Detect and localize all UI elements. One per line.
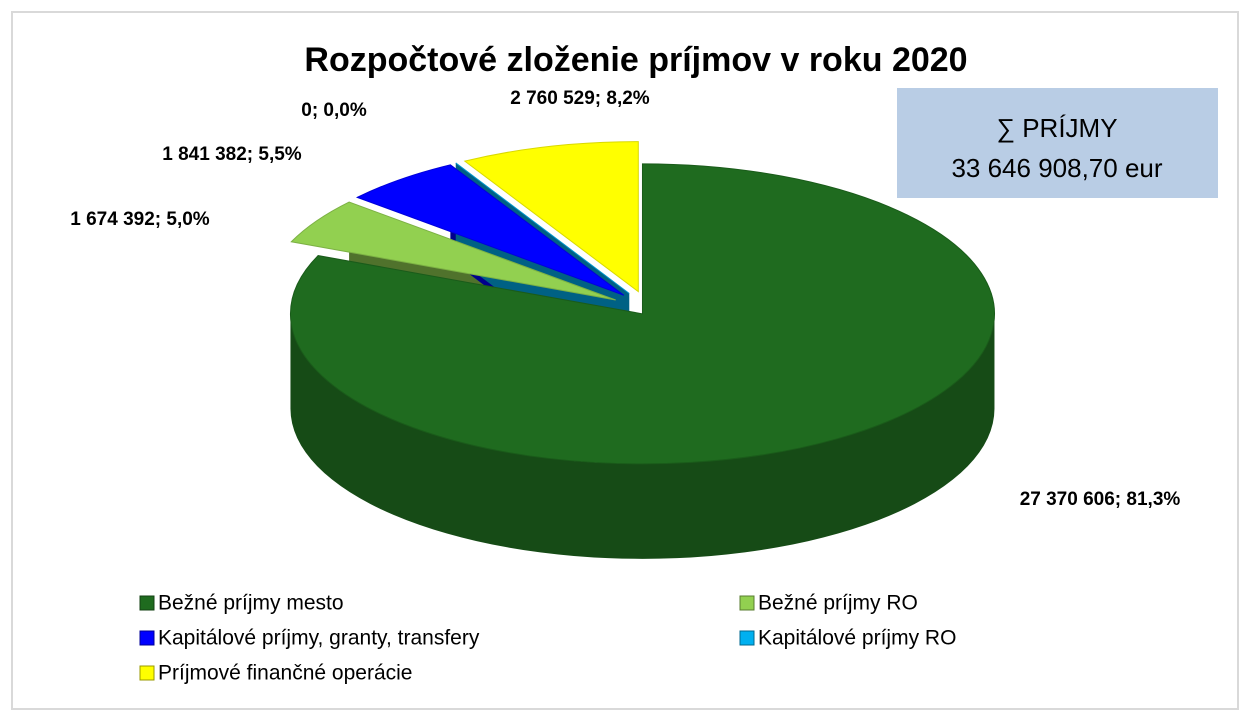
chart-title: Rozpočtové zloženie príjmov v roku 2020 [304, 41, 967, 79]
data-label: 0; 0,0% [301, 100, 367, 121]
legend-swatch [139, 630, 155, 646]
legend-label: Príjmové finančné operácie [158, 662, 412, 685]
sum-box [897, 88, 1218, 198]
legend-swatch [139, 665, 155, 681]
slice [289, 163, 995, 465]
sum-label: ∑ PRÍJMY [996, 113, 1117, 143]
slice [290, 201, 616, 301]
legend-label: Bežné príjmy RO [758, 592, 918, 615]
legend-swatch [139, 595, 155, 611]
data-label: 2 760 529; 8,2% [510, 88, 650, 109]
labels: 27 370 606; 81,3% 1 674 392; 5,0% 1 841 38… [70, 88, 1180, 510]
pie [289, 141, 995, 559]
legend-label: Kapitálové príjmy, granty, transfery [158, 627, 480, 650]
legend-label: Kapitálové príjmy RO [758, 627, 956, 650]
data-label: 1 841 382; 5,5% [162, 144, 302, 165]
data-label: 1 674 392; 5,0% [70, 209, 210, 230]
slice-side [290, 313, 995, 559]
legend-label: Bežné príjmy mesto [158, 592, 344, 615]
slice [356, 164, 625, 296]
legend-swatch [739, 630, 755, 646]
slice [463, 141, 639, 293]
legend-swatch [739, 595, 755, 611]
sum-value: 33 646 908,70 eur [951, 153, 1162, 183]
legend: Bežné príjmy mesto Bežné príjmy RO Kapitál… [139, 592, 956, 685]
data-label: 27 370 606; 81,3% [1020, 489, 1181, 510]
